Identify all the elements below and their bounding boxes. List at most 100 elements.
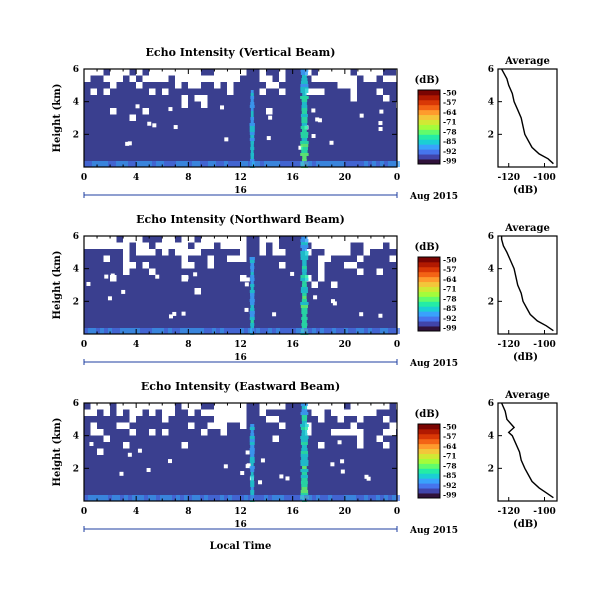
- colorbar-segment: [418, 483, 440, 489]
- surface-layer-cell: [252, 495, 256, 501]
- surface-layer-cell: [160, 495, 164, 501]
- surface-layer-cell: [384, 495, 388, 501]
- no-data-cell: [137, 448, 142, 453]
- surface-layer-cell: [104, 161, 108, 167]
- y-tick-label: 6: [73, 232, 79, 242]
- surface-layer-cell: [392, 161, 396, 167]
- no-data-cell: [181, 311, 186, 316]
- surface-layer-cell: [128, 161, 132, 167]
- colorbar-segment: [418, 488, 440, 494]
- surface-layer-cell: [184, 495, 188, 501]
- echo-column-cell: [249, 466, 255, 469]
- surface-layer-cell: [88, 495, 92, 501]
- no-data-cell: [116, 403, 123, 410]
- no-data-cell: [116, 75, 123, 82]
- no-data-cell: [110, 242, 117, 249]
- colorbar-segment: [418, 139, 440, 145]
- no-data-cell: [311, 236, 318, 243]
- surface-layer-cell: [356, 495, 360, 501]
- surface-layer-cell: [208, 328, 212, 334]
- surface-layer-cell: [360, 495, 364, 501]
- no-data-cell: [324, 236, 331, 243]
- no-data-cell: [344, 82, 351, 89]
- no-data-cell: [142, 75, 149, 82]
- surface-layer-cell: [212, 495, 216, 501]
- echo-column-cell: [250, 293, 255, 296]
- no-data-cell: [266, 75, 273, 82]
- echo-column-cell: [301, 409, 308, 412]
- colorbar-segment: [418, 99, 440, 106]
- x-tick-label: 4: [133, 340, 139, 350]
- echo-column-cell: [301, 102, 307, 105]
- surface-layer-cell: [392, 328, 396, 334]
- no-data-cell: [142, 249, 149, 256]
- no-data-cell: [266, 416, 273, 423]
- no-data-cell: [188, 82, 195, 89]
- echo-column-cell: [301, 484, 308, 487]
- echo-column-cell: [301, 269, 307, 272]
- surface-layer-cell: [252, 328, 256, 334]
- echo-column-cell: [250, 111, 254, 114]
- no-data-cell: [350, 262, 357, 269]
- no-data-cell: [344, 262, 351, 269]
- surface-layer-cell: [388, 495, 392, 501]
- no-data-cell: [244, 282, 249, 287]
- no-data-cell: [162, 409, 169, 416]
- surface-layer-cell: [376, 328, 380, 334]
- no-data-cell: [220, 416, 227, 423]
- echo-column-cell: [250, 323, 255, 326]
- echo-column-cell: [250, 275, 255, 278]
- surface-layer-cell: [188, 161, 192, 167]
- no-data-cell: [389, 255, 396, 262]
- no-data-cell: [149, 409, 156, 416]
- no-data-cell: [357, 403, 364, 410]
- surface-layer-cell: [328, 328, 332, 334]
- no-data-cell: [370, 75, 377, 82]
- no-data-cell: [127, 452, 132, 457]
- echo-column-cell: [249, 278, 255, 281]
- colorbar-segment: [418, 424, 440, 430]
- no-data-cell: [227, 409, 234, 416]
- echo-column-cell: [302, 156, 307, 159]
- no-data-cell: [149, 429, 156, 436]
- no-data-cell: [188, 249, 195, 256]
- surface-layer-cell: [308, 328, 312, 334]
- no-data-cell: [279, 474, 284, 479]
- no-data-cell: [376, 242, 383, 249]
- no-data-cell: [383, 416, 390, 423]
- echo-column-cell: [301, 415, 308, 418]
- surface-layer-cell: [136, 161, 140, 167]
- no-data-cell: [318, 88, 325, 95]
- echo-column-cell: [302, 263, 307, 266]
- surface-layer-cell: [168, 161, 172, 167]
- echo-column-cell: [300, 96, 309, 99]
- surface-layer-cell: [84, 161, 88, 167]
- no-data-cell: [84, 242, 91, 249]
- no-data-cell: [311, 133, 316, 138]
- no-data-cell: [240, 242, 247, 249]
- echo-column-cell: [250, 150, 254, 153]
- no-data-cell: [324, 69, 331, 76]
- echo-column-cell: [301, 284, 307, 287]
- no-data-cell: [378, 121, 383, 126]
- average-x-label: (dB): [513, 352, 538, 363]
- no-data-cell: [337, 440, 342, 445]
- colorbar-segment: [418, 286, 440, 292]
- no-data-cell: [142, 262, 149, 269]
- x-tick-label: 4: [133, 507, 139, 517]
- no-data-cell: [220, 403, 227, 410]
- echo-column-cell: [250, 144, 254, 147]
- surface-layer-cell: [180, 161, 184, 167]
- surface-layer-cell: [252, 161, 256, 167]
- no-data-cell: [168, 242, 175, 249]
- no-data-cell: [149, 403, 156, 410]
- x-tick-label: 12: [234, 173, 247, 183]
- no-data-cell: [331, 403, 338, 410]
- echo-column-cell: [302, 93, 307, 96]
- echo-column-cell: [300, 141, 309, 144]
- no-data-cell: [194, 403, 201, 410]
- surface-layer-cell: [164, 495, 168, 501]
- surface-layer-cell: [152, 328, 156, 334]
- no-data-cell: [244, 307, 249, 312]
- no-data-cell: [104, 274, 109, 279]
